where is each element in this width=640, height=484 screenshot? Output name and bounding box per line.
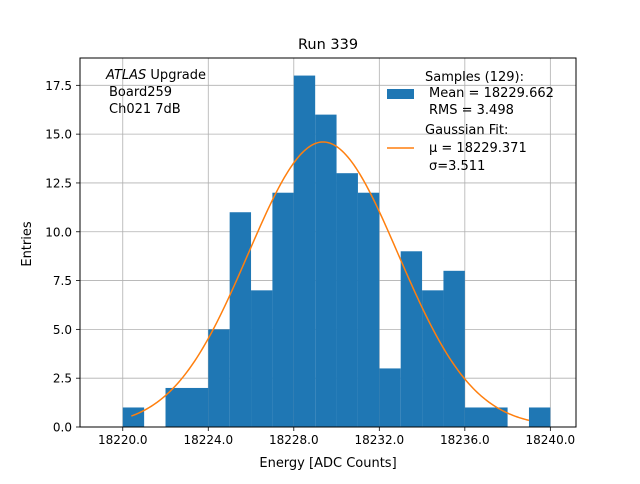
legend-fit-sigma: σ=3.511: [429, 159, 485, 174]
histogram-bar: [251, 290, 273, 427]
y-tick-label: 0.0: [53, 421, 72, 435]
histogram-bars: [122, 75, 551, 428]
x-tick-label: 18228.0: [269, 433, 319, 447]
histogram-bar: [229, 212, 252, 427]
histogram-bar: [528, 407, 551, 427]
legend-samples-swatch: [387, 89, 414, 99]
histogram-bar: [165, 387, 209, 427]
x-axis-label: Energy [ADC Counts]: [259, 456, 396, 471]
annotation-line-atlas: ATLAS Upgrade: [105, 68, 206, 83]
legend: Samples (129): Mean = 18229.662 RMS = 3.…: [387, 70, 554, 174]
histogram-bar: [293, 75, 316, 428]
histogram-bar: [464, 407, 508, 427]
y-tick-label: 5.0: [53, 323, 72, 337]
y-tick-label: 12.5: [45, 176, 72, 190]
histogram-bar: [400, 251, 423, 427]
histogram-bar: [443, 270, 465, 427]
legend-samples-title: Samples (129):: [425, 70, 524, 85]
y-axis-label: Entries: [20, 221, 35, 267]
histogram-bar: [379, 368, 401, 427]
histogram-bar: [315, 114, 337, 427]
annotation: ATLAS Upgrade Board259 Ch021 7dB: [105, 68, 206, 117]
y-tick-label: 15.0: [45, 128, 72, 142]
x-tick-label: 18240.0: [526, 433, 576, 447]
y-tick-label: 2.5: [53, 372, 72, 386]
legend-samples-mean: Mean = 18229.662: [429, 86, 554, 101]
gaussian-fit-curve: [131, 141, 530, 422]
legend-fit-title: Gaussian Fit:: [425, 123, 508, 138]
x-tick-label: 18232.0: [354, 433, 404, 447]
histogram-bar: [422, 290, 444, 427]
x-tick-label: 18224.0: [183, 433, 233, 447]
chart-title: Run 339: [298, 37, 358, 53]
y-tick-label: 17.5: [45, 79, 72, 93]
y-tick-label: 7.5: [53, 274, 72, 288]
histogram-bar: [208, 329, 230, 427]
annotation-line-board: Board259: [109, 85, 172, 100]
histogram-bar: [336, 173, 358, 427]
histogram-bar: [122, 407, 145, 427]
legend-samples-rms: RMS = 3.498: [429, 103, 514, 118]
axes: 18220.0 18224.0 18228.0 18232.0 18236.0 18240…: [45, 57, 577, 447]
y-tick-label: 10.0: [45, 225, 72, 239]
histogram-bar: [272, 192, 294, 427]
histogram-bar: [357, 192, 380, 427]
gaussian-fit: [131, 141, 530, 422]
axes-frame: [79, 57, 577, 428]
x-tick-label: 18236.0: [440, 433, 490, 447]
legend-fit-mu: μ = 18229.371: [429, 141, 527, 156]
x-tick-label: 18220.0: [98, 433, 148, 447]
annotation-line-channel: Ch021 7dB: [109, 102, 181, 117]
